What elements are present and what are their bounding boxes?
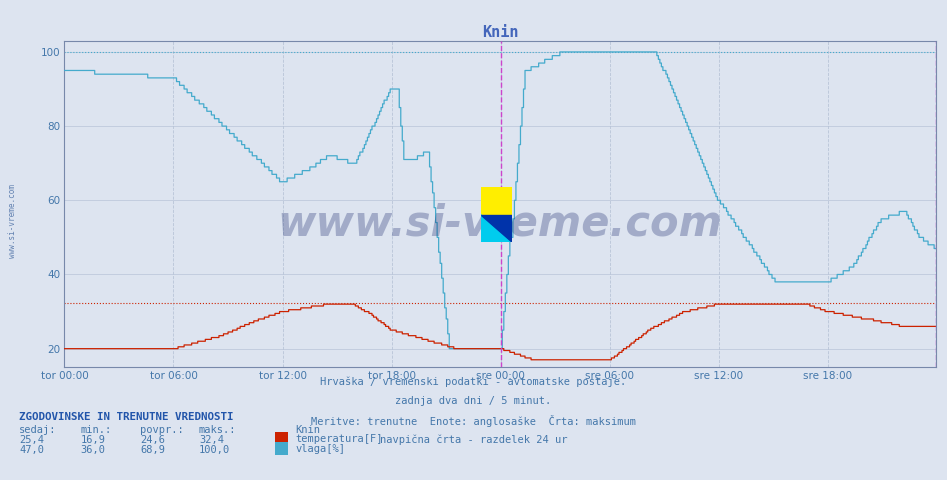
Text: 32,4: 32,4 — [199, 435, 223, 445]
Text: maks.:: maks.: — [199, 425, 237, 435]
Text: 36,0: 36,0 — [80, 445, 105, 455]
Text: 100,0: 100,0 — [199, 445, 230, 455]
Polygon shape — [481, 215, 512, 242]
Text: zadnja dva dni / 5 minut.: zadnja dva dni / 5 minut. — [396, 396, 551, 406]
Text: Knin: Knin — [295, 425, 320, 435]
Text: temperatura[F]: temperatura[F] — [295, 434, 383, 444]
Polygon shape — [481, 215, 512, 242]
Text: navpična črta - razdelek 24 ur: navpična črta - razdelek 24 ur — [380, 434, 567, 445]
Text: povpr.:: povpr.: — [140, 425, 184, 435]
Text: 68,9: 68,9 — [140, 445, 165, 455]
Text: 47,0: 47,0 — [19, 445, 44, 455]
Text: Meritve: trenutne  Enote: anglosaške  Črta: maksimum: Meritve: trenutne Enote: anglosaške Črta… — [311, 415, 636, 427]
Bar — [481, 187, 512, 215]
Text: vlaga[%]: vlaga[%] — [295, 444, 346, 454]
Text: www.si-vreme.com: www.si-vreme.com — [8, 184, 17, 258]
Text: 24,6: 24,6 — [140, 435, 165, 445]
Text: ZGODOVINSKE IN TRENUTNE VREDNOSTI: ZGODOVINSKE IN TRENUTNE VREDNOSTI — [19, 412, 234, 422]
Text: Hrvaška / vremenski podatki - avtomatske postaje.: Hrvaška / vremenski podatki - avtomatske… — [320, 377, 627, 387]
Text: 16,9: 16,9 — [80, 435, 105, 445]
Text: min.:: min.: — [80, 425, 112, 435]
Text: www.si-vreme.com: www.si-vreme.com — [277, 203, 723, 245]
Text: 25,4: 25,4 — [19, 435, 44, 445]
Text: sedaj:: sedaj: — [19, 425, 57, 435]
Title: Knin: Knin — [482, 24, 518, 40]
